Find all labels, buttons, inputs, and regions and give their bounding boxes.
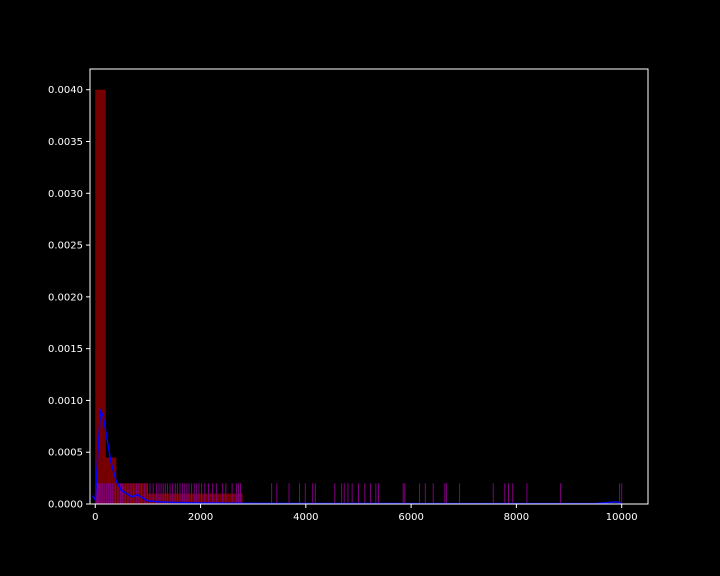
y-tick-label: 0.0030 xyxy=(48,189,83,200)
y-tick-label: 0.0010 xyxy=(48,396,83,407)
x-tick-label: 10000 xyxy=(606,512,638,523)
histogram-bar xyxy=(158,493,169,504)
y-tick-label: 0.0035 xyxy=(48,137,83,148)
x-tick-label: 6000 xyxy=(398,512,423,523)
plot-marks xyxy=(91,89,623,505)
y-tick-label: 0.0020 xyxy=(48,292,83,303)
y-tick-label: 0.0005 xyxy=(48,448,83,459)
histogram-bar xyxy=(221,493,233,504)
histogram-bar xyxy=(95,89,106,504)
histogram-bar xyxy=(190,493,201,504)
histogram-bar xyxy=(232,493,243,504)
y-tick-label: 0.0040 xyxy=(48,85,83,96)
y-tick-label: 0.0025 xyxy=(48,241,83,252)
axes-frame xyxy=(89,68,649,505)
histogram-bar xyxy=(105,457,117,504)
histogram-bar xyxy=(168,493,180,504)
x-tick-label: 4000 xyxy=(293,512,318,523)
y-tick-label: 0.0015 xyxy=(48,344,83,355)
histogram-bar xyxy=(126,483,138,504)
y-tick-label: 0.0000 xyxy=(48,500,83,511)
histogram-bar xyxy=(137,483,148,504)
x-tick-label: 2000 xyxy=(188,512,213,523)
axis-ticks: 0 2000 4000 6000 8000 10000 0.0000 0.0005 0.0010… xyxy=(48,85,638,523)
x-tick-label: 8000 xyxy=(504,512,529,523)
histogram-bar xyxy=(116,483,127,504)
histogram-bar xyxy=(200,493,212,504)
x-tick-label: 0 xyxy=(92,512,98,523)
